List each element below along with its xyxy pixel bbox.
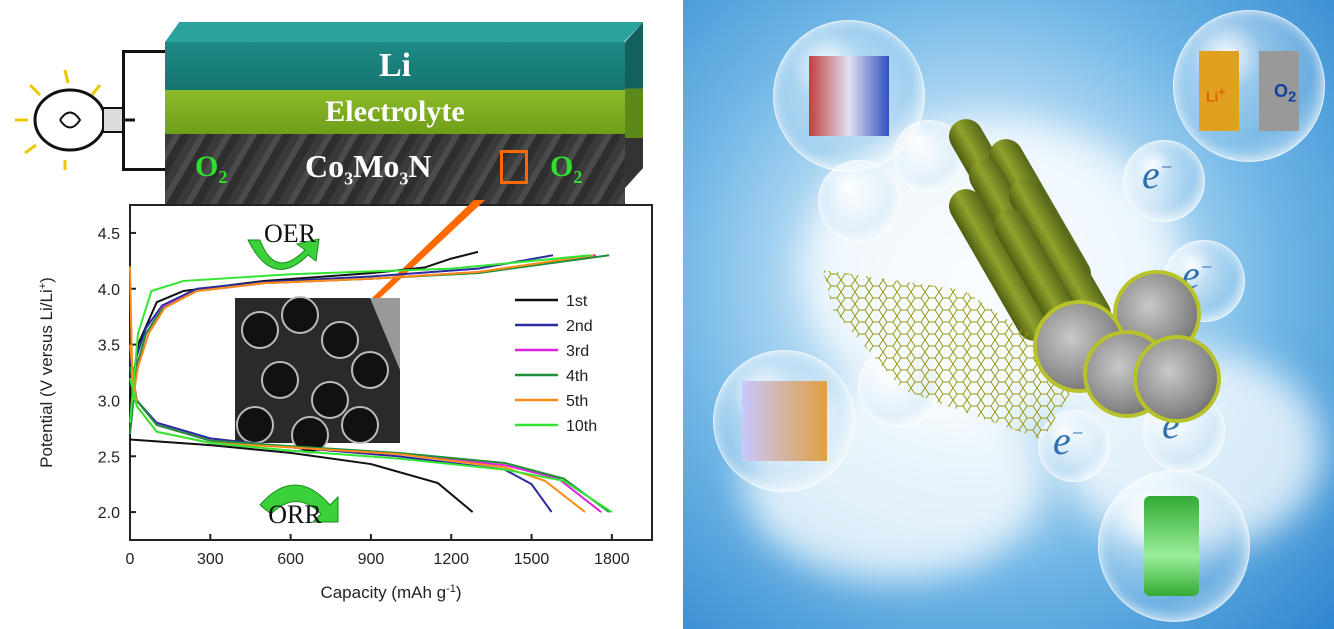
li-layer: Li bbox=[165, 42, 625, 90]
tem-particle bbox=[281, 296, 319, 334]
zoom-marker bbox=[500, 150, 528, 184]
y-tick-label: 2.5 bbox=[98, 449, 120, 466]
tem-particle bbox=[311, 381, 349, 419]
x-tick-label: 600 bbox=[277, 551, 304, 568]
zoom-pointer bbox=[372, 200, 486, 298]
cathode-layer: O2 Co3Mo3N O2 bbox=[165, 134, 625, 204]
wire bbox=[122, 50, 125, 170]
series-10th-charge-line bbox=[129, 254, 591, 423]
y-tick-label: 4.5 bbox=[98, 226, 120, 243]
charge-discharge-chart: 0 300 600 900 1200 1500 1800 2.0 2.5 3.0 3.5 4.0 4.5… bbox=[37, 200, 653, 602]
bubble-ion-diagram bbox=[773, 20, 925, 172]
light-bulb-icon bbox=[15, 69, 135, 170]
electron-bubble: e− bbox=[1123, 140, 1205, 222]
legend-label-1st: 1st bbox=[566, 293, 588, 310]
x-tick-label: 1200 bbox=[433, 551, 469, 568]
x-tick-label: 0 bbox=[126, 551, 135, 568]
tem-background bbox=[370, 298, 400, 370]
cell-side bbox=[625, 22, 643, 188]
plot-frame bbox=[129, 204, 653, 541]
oer-arrow-icon bbox=[247, 238, 320, 270]
left-panel: Li Electrolyte O2 Co3Mo3N O2 0 300 600 900 1… bbox=[15, 22, 653, 602]
y-axis-label: Potential (V versus Li/Li+) bbox=[37, 277, 56, 468]
electrolyte-layer: Electrolyte bbox=[165, 90, 625, 134]
x-tick-label: 1500 bbox=[514, 551, 550, 568]
tem-particle bbox=[321, 321, 359, 359]
tem-particle bbox=[261, 361, 299, 399]
legend-label-3rd: 3rd bbox=[566, 343, 589, 360]
tem-particle bbox=[351, 351, 389, 389]
x-tick-label: 300 bbox=[197, 551, 224, 568]
tem-particle bbox=[241, 311, 279, 349]
o2-label: O2 bbox=[1274, 81, 1297, 106]
y-tick-label: 3.0 bbox=[98, 393, 120, 410]
bubble-li-o2-cell: Li+ O2 bbox=[1173, 10, 1325, 162]
orr-arrow-icon bbox=[259, 484, 339, 523]
series-1st-discharge-line bbox=[129, 438, 474, 513]
o2-label-left: O2 bbox=[195, 150, 228, 187]
orr-label: ORR bbox=[268, 500, 322, 529]
wire bbox=[122, 168, 167, 171]
tem-particle bbox=[341, 406, 379, 444]
nanosphere bbox=[1133, 335, 1221, 423]
o2-label-right: O2 bbox=[550, 150, 583, 187]
series-4th-discharge-line bbox=[129, 366, 610, 513]
electron-label: e− bbox=[1142, 152, 1174, 197]
series-2nd-charge-line bbox=[129, 254, 554, 429]
li-layer-top bbox=[165, 22, 643, 42]
y-tick-label: 4.0 bbox=[98, 282, 120, 299]
bubble-battery bbox=[1098, 470, 1250, 622]
y-tick-label: 3.5 bbox=[98, 338, 120, 355]
cathode-formula: Co3Mo3N bbox=[305, 148, 432, 189]
li-ion-label: Li+ bbox=[1206, 86, 1226, 105]
legend-label-5th: 5th bbox=[566, 393, 588, 410]
x-axis-label: Capacity (mAh g-1) bbox=[320, 583, 461, 602]
small-bubble bbox=[818, 160, 900, 242]
legend-label-10th: 10th bbox=[566, 418, 597, 435]
x-tick-label: 900 bbox=[358, 551, 385, 568]
legend-label-4th: 4th bbox=[566, 368, 588, 385]
illustration-panel: Li+ O2 e− e− e− e− bbox=[683, 0, 1334, 629]
bubble-cell-diagram bbox=[713, 350, 855, 492]
series-10th-discharge-line bbox=[129, 377, 613, 513]
x-tick-label: 1800 bbox=[594, 551, 630, 568]
wire bbox=[122, 50, 167, 53]
legend-label-2nd: 2nd bbox=[566, 318, 593, 335]
electron-label: e− bbox=[1053, 418, 1085, 463]
graphene-sheet bbox=[823, 270, 1083, 440]
tem-particle bbox=[236, 406, 274, 444]
y-tick-label: 2.0 bbox=[98, 505, 120, 522]
oer-label: OER bbox=[264, 219, 317, 248]
series-5th-charge-line bbox=[129, 254, 594, 401]
